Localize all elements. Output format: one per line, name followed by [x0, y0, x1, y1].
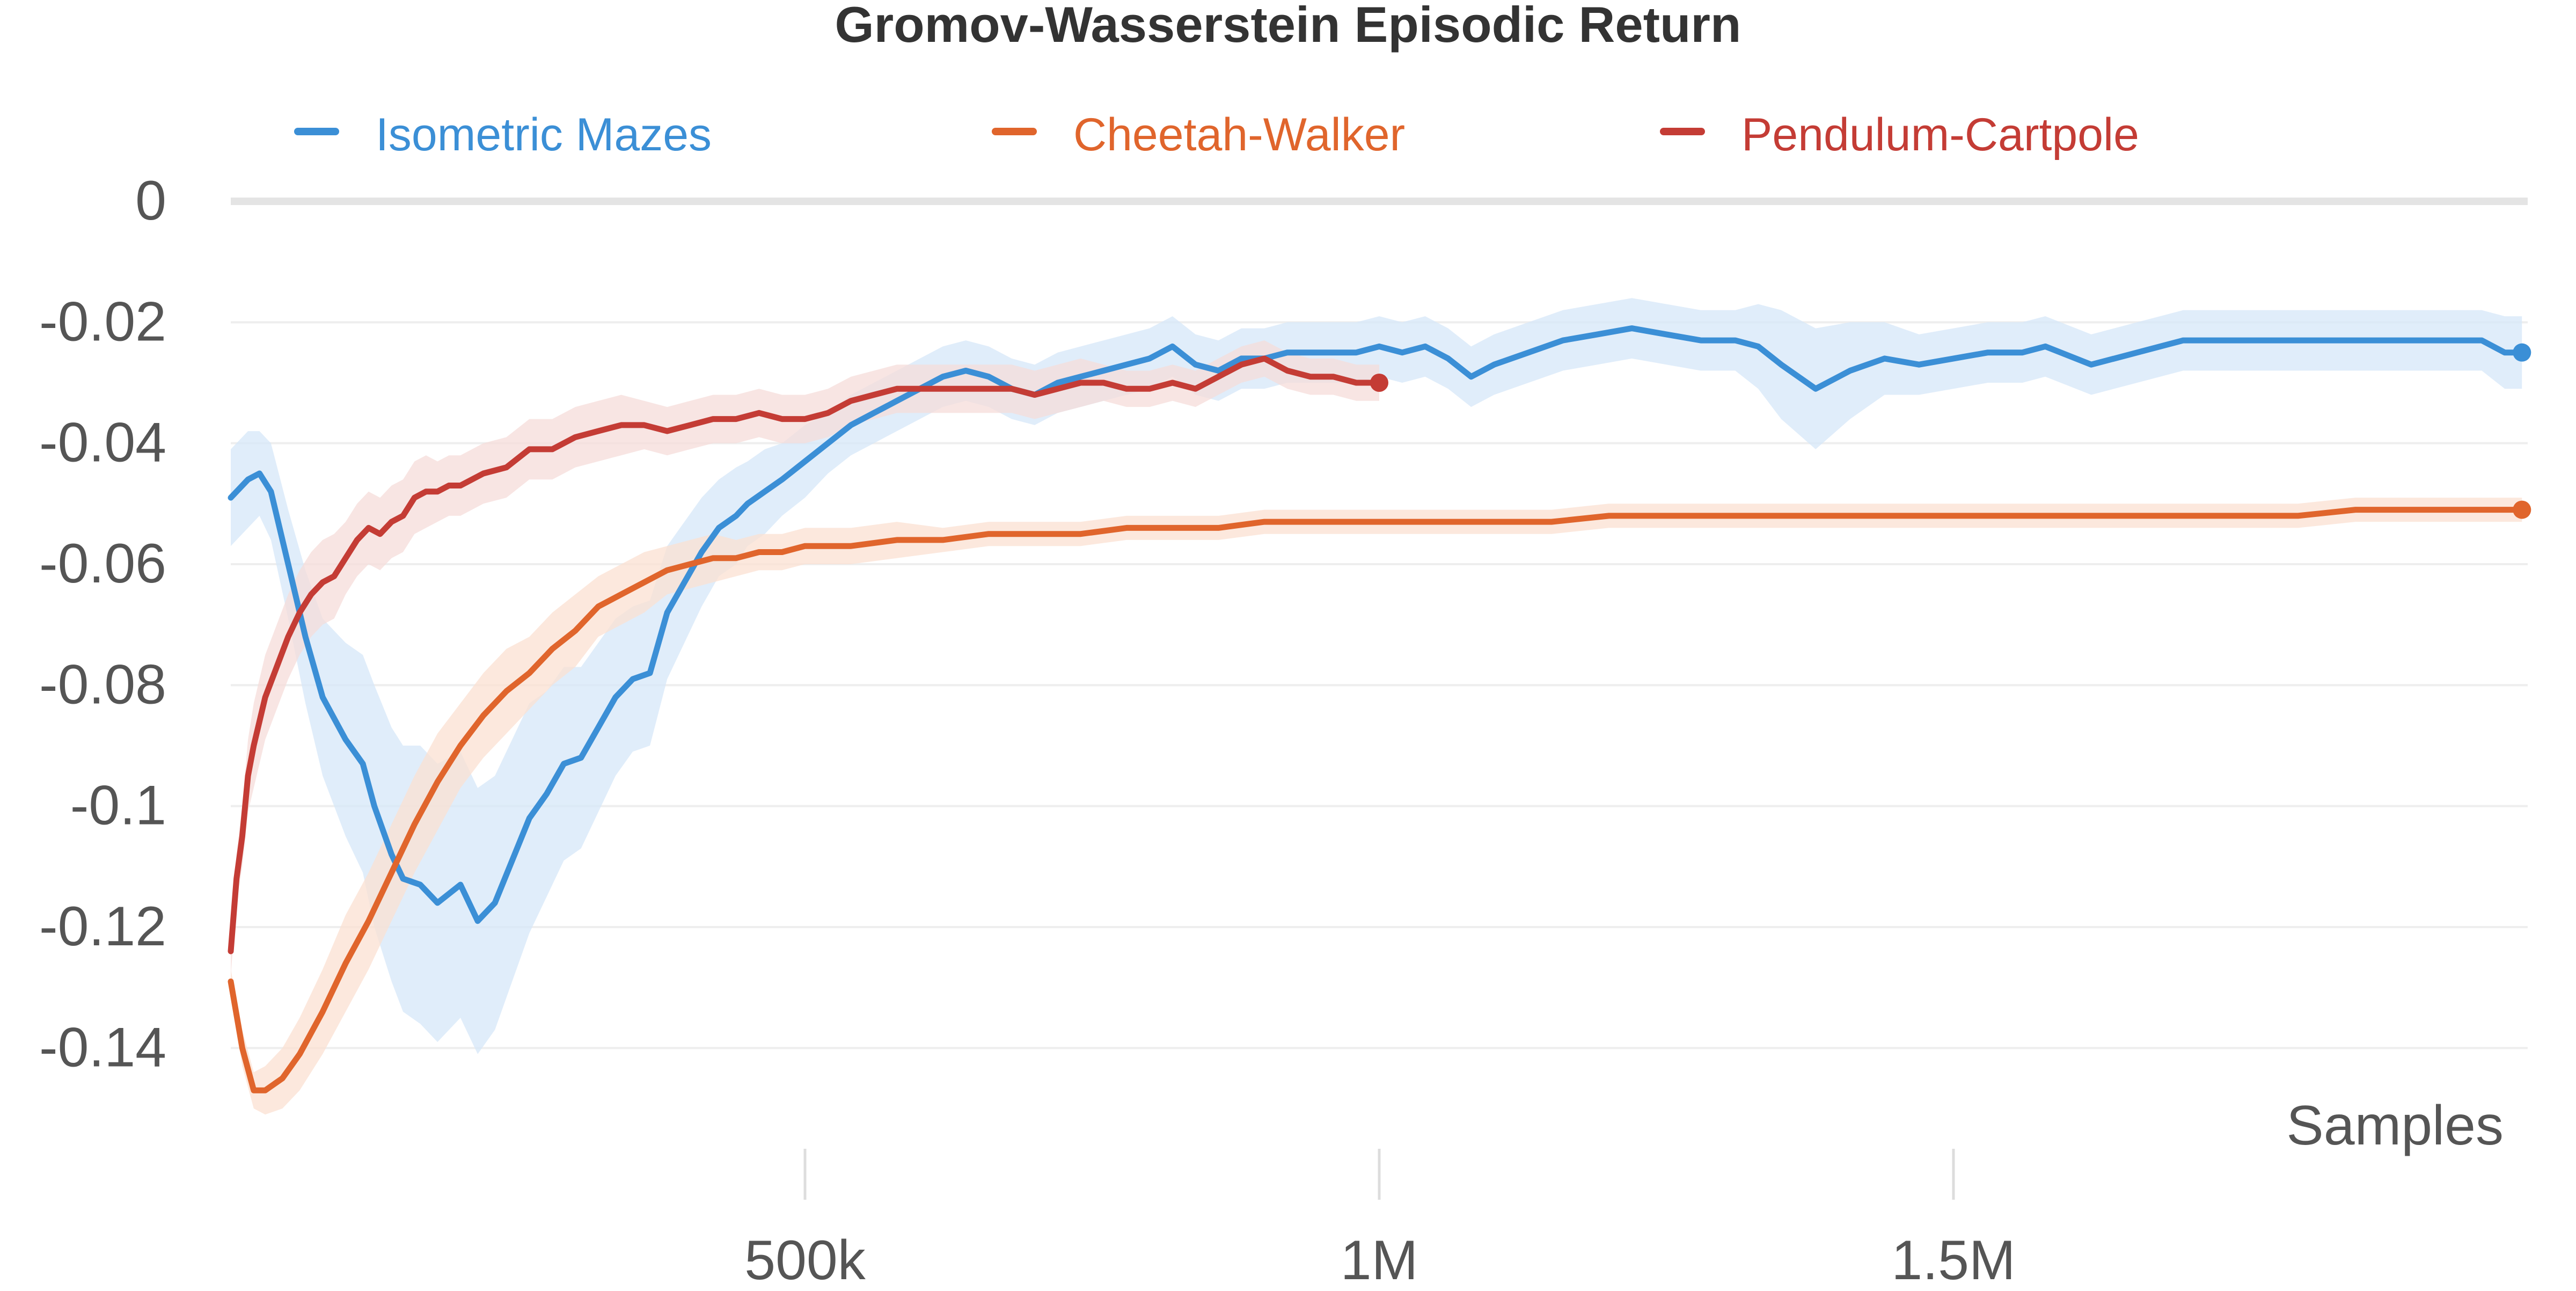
y-tick-label: -0.12	[39, 895, 166, 958]
y-tick-label: -0.02	[39, 290, 166, 353]
series-lines	[228, 325, 2525, 1093]
y-tick-label: -0.08	[39, 653, 166, 716]
y-tick-label: -0.04	[39, 412, 166, 474]
confidence-bands	[231, 298, 2522, 1115]
series-line	[228, 325, 2525, 924]
series-endpoints	[1370, 343, 2531, 519]
chart-title: Gromov-Wasserstein Episodic Return	[835, 0, 1741, 53]
confidence-band	[231, 298, 2522, 1054]
series-end-marker	[1370, 374, 1388, 392]
legend-item-label: Isometric Mazes	[376, 109, 712, 161]
x-tick-label: 1M	[1341, 1229, 1418, 1288]
legend-item-label: Pendulum-Cartpole	[1741, 109, 2139, 161]
x-axis-tick-labels: 500k 1M 1.5M	[744, 1229, 2015, 1291]
y-tick-label: -0.06	[39, 533, 166, 595]
y-tick-label: 0	[135, 170, 166, 232]
x-tick-label: 500k	[744, 1229, 866, 1288]
y-tick-label: -0.14	[39, 1016, 166, 1078]
x-tick-label: 1.5M	[1891, 1229, 2015, 1288]
series-line	[228, 507, 2525, 1093]
series-end-marker	[2513, 343, 2531, 362]
y-axis-tick-labels: 0 -0.02 -0.04 -0.06 -0.08 -0.1 -0.12 -0.14	[39, 170, 166, 1078]
series-line	[228, 355, 1382, 954]
legend: Isometric Mazes Cheetah-Walker Pendulum-Ca…	[294, 109, 2139, 161]
series-end-marker	[2513, 500, 2531, 519]
y-tick-label: -0.1	[70, 775, 166, 837]
x-axis-label: Samples	[2286, 1095, 2504, 1157]
legend-item-label: Cheetah-Walker	[1073, 109, 1405, 161]
